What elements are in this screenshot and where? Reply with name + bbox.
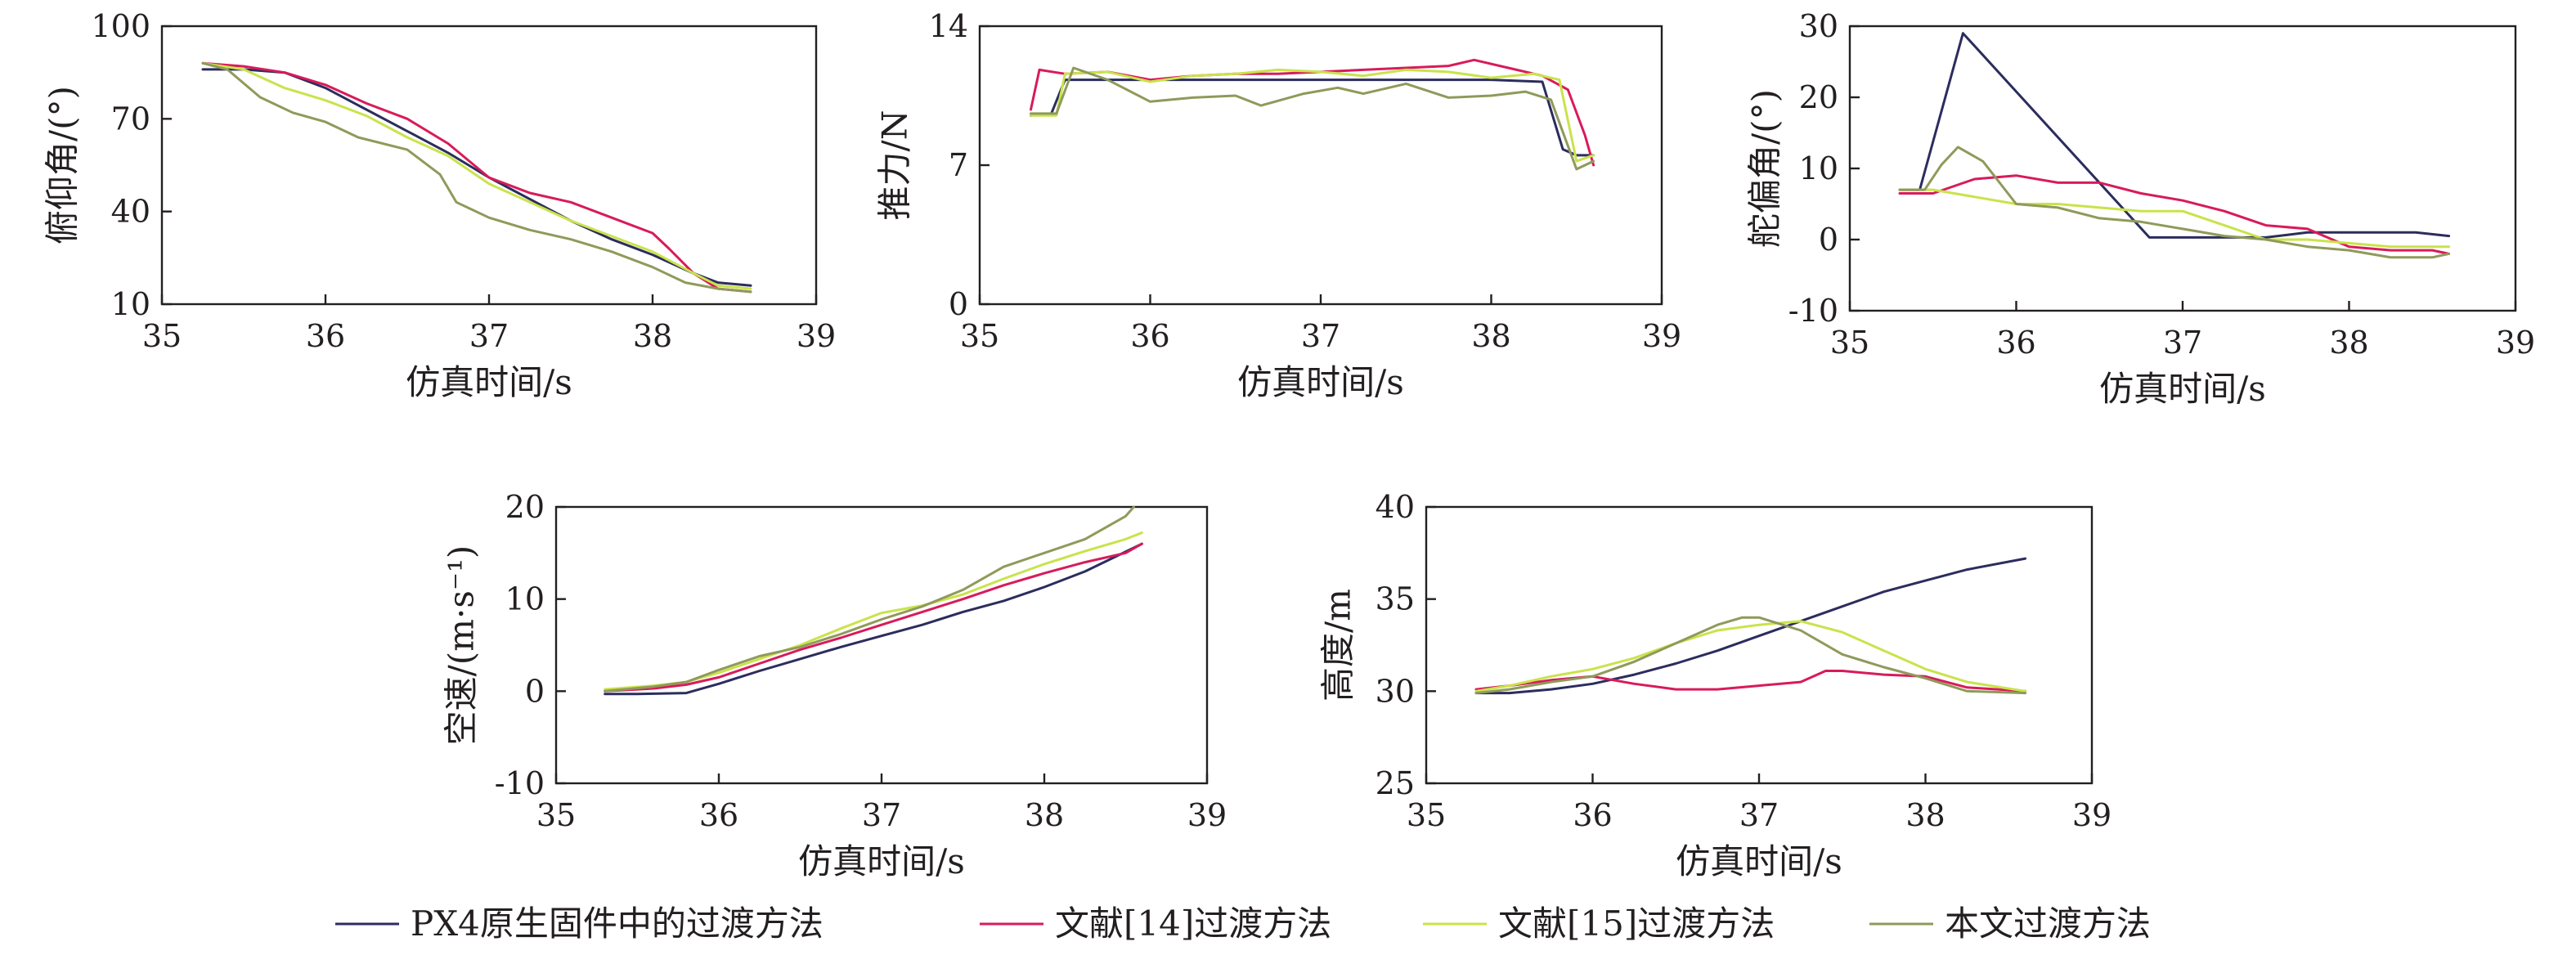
x-tick-label: 36: [1130, 318, 1169, 354]
x-tick-label: 38: [2329, 325, 2368, 361]
y-tick-label: 25: [1376, 765, 1415, 801]
x-tick-label: 39: [1187, 797, 1227, 833]
series-line-1: [1898, 174, 2451, 255]
plot-frame: [1848, 25, 2517, 312]
x-tick-label: 38: [633, 318, 672, 354]
y-tick-label: -10: [495, 765, 545, 801]
series-line-0: [604, 542, 1143, 696]
y-tick-label: 0: [1819, 222, 1838, 258]
x-tick-label: 39: [2072, 797, 2112, 833]
series-line-2: [604, 531, 1143, 691]
y-tick-label: 30: [1799, 8, 1838, 44]
x-axis-label: 仿真时间/s: [798, 841, 965, 881]
y-tick-label: 14: [929, 8, 968, 44]
series-line-1: [201, 61, 752, 294]
series-line-1: [604, 542, 1143, 693]
x-tick-label: 39: [2496, 325, 2535, 361]
chart-panel-1: 35 36 37 38 39 0 7 14 仿真时间/s 推力/N: [875, 8, 1682, 402]
y-tick-label: 30: [1376, 673, 1415, 709]
x-axis-label: 仿真时间/s: [1676, 841, 1842, 881]
chart-panel-0: 35 36 37 38 39 10 40 70 100 仿真时间/s 俯仰角/(°): [43, 8, 837, 402]
series-line-3: [1898, 146, 2451, 259]
y-tick-label: 10: [1799, 150, 1838, 186]
series-line-2: [1030, 68, 1595, 163]
series-line-0: [1474, 557, 2027, 695]
x-tick-label: 38: [1025, 797, 1064, 833]
x-tick-label: 39: [1642, 318, 1681, 354]
series-line-2: [1898, 188, 2451, 249]
x-tick-label: 38: [1471, 318, 1510, 354]
x-tick-label: 37: [469, 318, 509, 354]
x-axis-label: 仿真时间/s: [406, 362, 572, 402]
series-line-2: [201, 61, 752, 290]
y-tick-label: 100: [91, 8, 150, 44]
y-tick-label: 40: [111, 194, 150, 230]
y-tick-label: 70: [111, 101, 150, 137]
y-tick-label: 35: [1376, 581, 1415, 617]
x-tick-label: 35: [142, 318, 182, 354]
x-tick-label: 36: [1996, 325, 2035, 361]
series-line-3: [1474, 616, 2027, 695]
legend-label-1: 文献[14]过渡方法: [1055, 903, 1331, 944]
series-line-0: [201, 68, 752, 287]
y-tick-label: 20: [1799, 79, 1838, 115]
y-tick-label: 0: [949, 286, 968, 322]
y-axis-label: 空速/(m·s⁻¹): [442, 545, 482, 746]
x-tick-label: 36: [1573, 797, 1612, 833]
chart-panel-4: 35 36 37 38 39 25 30 35 40 仿真时间/s 高度/m: [1318, 489, 2112, 881]
x-tick-label: 35: [1830, 325, 1869, 361]
x-tick-label: 38: [1905, 797, 1945, 833]
plot-frame: [978, 25, 1663, 306]
x-tick-label: 35: [536, 797, 576, 833]
x-tick-label: 39: [797, 318, 836, 354]
x-tick-label: 35: [960, 318, 999, 354]
x-tick-label: 37: [1739, 797, 1779, 833]
x-tick-label: 35: [1407, 797, 1446, 833]
x-tick-label: 37: [2163, 325, 2202, 361]
y-axis-label: 舵偏角/(°): [1745, 89, 1785, 248]
legend-label-2: 文献[15]过渡方法: [1498, 903, 1775, 944]
y-tick-label: 20: [505, 489, 545, 525]
y-tick-label: 10: [505, 581, 545, 617]
x-tick-label: 36: [699, 797, 738, 833]
series-line-3: [604, 505, 1135, 693]
legend: PX4原生固件中的过渡方法 文献[14]过渡方法 文献[15]过渡方法 本文过渡方法: [335, 903, 2151, 944]
y-tick-label: -10: [1788, 293, 1838, 329]
chart-panel-3: 35 36 37 38 39 -10 0 10 20 仿真时间/s 空速/(m·s⁻¹): [442, 489, 1227, 881]
legend-label-0: PX4原生固件中的过渡方法: [411, 903, 824, 944]
x-axis-label: 仿真时间/s: [2099, 369, 2266, 409]
series-line-3: [1030, 66, 1595, 171]
y-tick-label: 0: [525, 673, 545, 709]
x-tick-label: 36: [306, 318, 345, 354]
plot-frame: [554, 505, 1209, 785]
y-axis-label: 俯仰角/(°): [43, 86, 83, 244]
y-tick-label: 10: [111, 286, 150, 322]
x-tick-label: 37: [862, 797, 901, 833]
x-axis-label: 仿真时间/s: [1237, 362, 1404, 402]
x-tick-label: 37: [1301, 318, 1340, 354]
chart-panel-2: 35 36 37 38 39 -10 0 10 20 30 仿真时间/s 舵偏角/(°): [1745, 8, 2536, 409]
y-tick-label: 40: [1376, 489, 1415, 525]
y-axis-label: 推力/N: [875, 110, 915, 221]
series-line-2: [1474, 620, 2027, 693]
legend-label-3: 本文过渡方法: [1945, 903, 2151, 944]
series-line-0: [1898, 32, 2451, 239]
plot-frame: [1425, 505, 2094, 785]
y-axis-label: 高度/m: [1318, 589, 1358, 702]
series-line-3: [201, 61, 752, 294]
y-tick-label: 7: [949, 147, 968, 183]
